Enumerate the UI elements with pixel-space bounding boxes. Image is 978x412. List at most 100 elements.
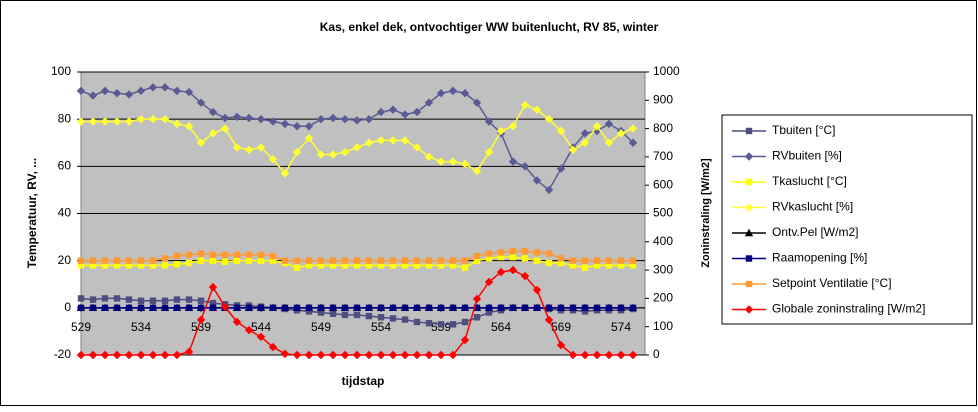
marker [88, 91, 98, 100]
marker [220, 113, 230, 123]
x-tick-label: 539 [191, 320, 211, 334]
marker [389, 257, 397, 264]
marker [556, 126, 566, 136]
legend-label: RVkaslucht [%] [772, 200, 853, 214]
marker [341, 304, 349, 312]
marker [316, 114, 326, 124]
marker [365, 304, 373, 312]
marker [605, 304, 613, 312]
marker [364, 350, 374, 360]
marker [172, 350, 182, 360]
marker [257, 257, 265, 264]
marker [148, 83, 158, 92]
marker [592, 122, 602, 131]
marker [184, 347, 194, 357]
marker [472, 294, 482, 304]
marker [389, 262, 397, 269]
marker [197, 257, 205, 264]
marker [413, 262, 421, 269]
marker [101, 257, 109, 264]
marker [484, 277, 494, 287]
marker [485, 250, 493, 257]
marker [401, 262, 409, 269]
chart-title: Kas, enkel dek, ontvochtiger WW buitenlu… [320, 20, 659, 34]
marker [209, 304, 217, 312]
marker [269, 252, 277, 260]
marker [125, 257, 133, 264]
marker [245, 304, 253, 312]
marker [389, 315, 397, 322]
y-tick-label: 100 [51, 64, 71, 78]
marker [76, 117, 86, 126]
marker [364, 114, 374, 124]
marker [317, 309, 325, 316]
marker [521, 255, 529, 262]
marker [208, 129, 218, 138]
marker [173, 296, 181, 303]
marker [269, 257, 277, 264]
marker [197, 304, 205, 312]
y2-tick-label: 800 [653, 121, 673, 135]
marker [125, 296, 133, 303]
marker [425, 304, 433, 312]
marker [100, 117, 110, 126]
marker [461, 257, 469, 264]
x-tick-label: 569 [551, 320, 571, 334]
x-tick-label: 564 [491, 320, 511, 334]
marker [544, 114, 554, 124]
marker [184, 122, 194, 131]
marker [101, 295, 109, 302]
marker [628, 124, 638, 133]
marker [292, 147, 302, 157]
marker [581, 304, 589, 312]
marker [329, 257, 337, 264]
marker [316, 150, 326, 159]
marker [112, 350, 122, 360]
marker [401, 304, 409, 312]
marker [448, 350, 458, 360]
marker [352, 350, 362, 360]
marker [280, 119, 290, 129]
marker [460, 89, 470, 98]
marker [113, 257, 121, 264]
marker [340, 350, 350, 360]
marker [497, 249, 505, 256]
marker [257, 251, 265, 258]
marker [256, 114, 266, 124]
marker [473, 257, 481, 264]
y2-tick-label: 1000 [653, 64, 680, 78]
marker [137, 297, 145, 304]
marker [161, 255, 169, 262]
marker [220, 302, 230, 312]
marker [629, 262, 637, 269]
marker [745, 255, 753, 262]
marker [233, 251, 241, 258]
marker [316, 350, 326, 360]
marker [617, 257, 625, 264]
marker [412, 143, 422, 152]
marker [425, 257, 433, 264]
marker [293, 264, 301, 271]
y2-tick-label: 0 [653, 347, 660, 361]
marker [593, 257, 601, 264]
marker [280, 169, 290, 178]
marker [412, 350, 422, 360]
marker [604, 350, 614, 360]
marker [365, 312, 373, 320]
marker [76, 350, 86, 360]
marker [76, 86, 86, 96]
marker [232, 112, 242, 122]
marker [485, 304, 493, 312]
x-tick-label: 544 [251, 320, 271, 334]
marker [268, 117, 278, 126]
marker [353, 257, 361, 264]
marker [521, 304, 529, 312]
marker [328, 150, 338, 159]
marker [113, 262, 121, 269]
y2-tick-label: 400 [653, 234, 673, 248]
marker [101, 262, 109, 269]
marker [305, 257, 313, 264]
marker [137, 304, 145, 312]
marker [340, 147, 350, 157]
legend-label: Globale zoninstraling [W/m2] [772, 302, 925, 316]
